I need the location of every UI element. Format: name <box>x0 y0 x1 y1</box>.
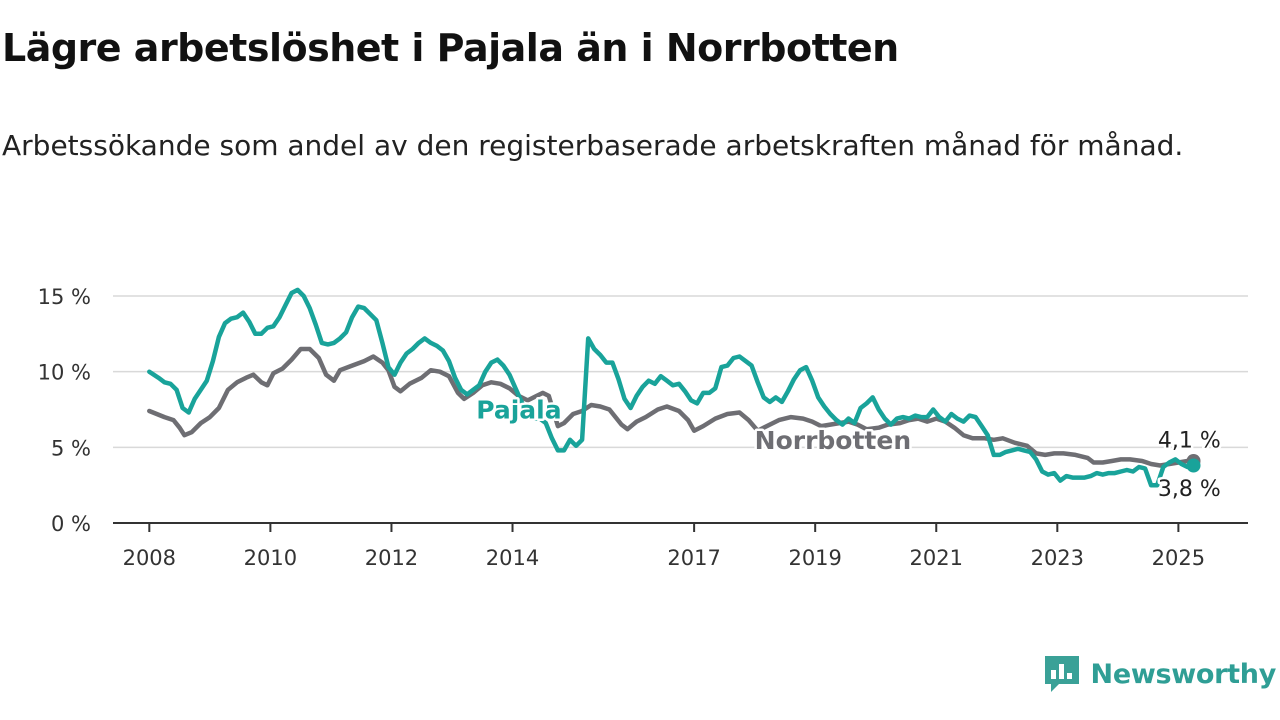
series-line-pajala <box>147 287 1196 488</box>
x-tick-label: 2014 <box>486 546 539 570</box>
x-tick-label: 2023 <box>1031 546 1084 570</box>
x-tick-label: 2025 <box>1152 546 1205 570</box>
line-chart: 0 %5 %10 %15 % 2008 2010 2012 2014 2017 2019 2… <box>38 285 1248 570</box>
chart-subtitle: Arbetssökande som andel av den registerb… <box>2 129 1184 162</box>
newsworthy-logo-icon <box>1044 656 1079 692</box>
y-axis-ticks: 0 % 5 % 10 % 15 % <box>38 285 91 536</box>
y-tick-label: 5 % <box>51 436 91 460</box>
series-labels: Pajala Norrbotten 4,1 % 3,8 % <box>474 393 1224 504</box>
series-label-norrbotten: Norrbotten <box>755 426 911 455</box>
grid-lines <box>113 295 1248 449</box>
series-line-norrbotten <box>147 346 1196 468</box>
series-label-pajala: Pajala <box>476 396 561 425</box>
y-tick-label: 10 % <box>38 361 91 385</box>
brand-logo: Newsworthy <box>1043 654 1276 694</box>
end-value-pajala: 3,8 % <box>1158 477 1221 502</box>
y-tick-label: 15 % <box>38 285 91 309</box>
chart-title: Lägre arbetslöshet i Pajala än i Norrbot… <box>2 26 899 70</box>
x-tick-label: 2017 <box>667 546 720 570</box>
x-tick-label: 2008 <box>123 546 176 570</box>
series-lines <box>147 287 1201 488</box>
y-tick-label: 0 % <box>51 512 91 536</box>
x-axis: 2008 2010 2012 2014 2017 2019 2021 2023 2025 <box>113 522 1248 570</box>
x-tick-label: 2010 <box>244 546 297 570</box>
x-tick-label: 2019 <box>788 546 841 570</box>
end-value-norrbotten: 4,1 % <box>1158 428 1221 453</box>
x-tick-label: 2012 <box>365 546 418 570</box>
x-tick-label: 2021 <box>910 546 963 570</box>
series-end-dot-pajala <box>1186 458 1201 473</box>
brand-name: Newsworthy <box>1090 658 1277 690</box>
